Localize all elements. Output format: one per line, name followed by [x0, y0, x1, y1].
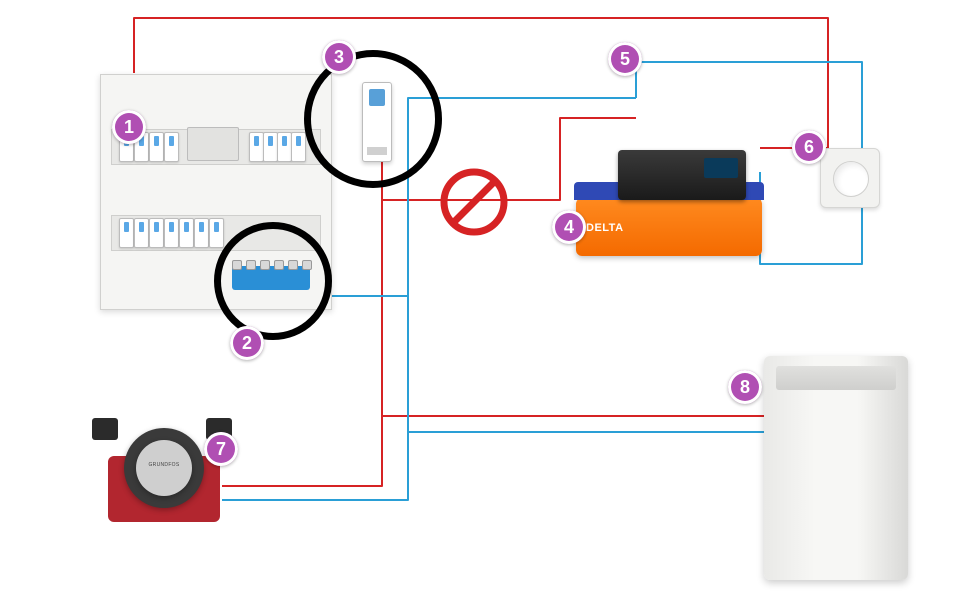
- badge-1: 1: [112, 110, 146, 144]
- neutral-busbar: [232, 266, 310, 290]
- badge-6: 6: [792, 130, 826, 164]
- battery-brand: DELTA: [586, 222, 624, 234]
- battery: DELTA: [576, 198, 762, 256]
- ups-unit: [618, 150, 746, 200]
- wall-socket: [820, 148, 880, 208]
- badge-8: 8: [728, 370, 762, 404]
- pump-face: GRUNDFOS: [136, 440, 192, 496]
- badge-7: 7: [204, 432, 238, 466]
- badge-3: 3: [322, 40, 356, 74]
- pump-flange: [92, 418, 118, 440]
- gas-boiler: [764, 356, 908, 580]
- circuit-breaker: [362, 82, 392, 162]
- pump-brand: GRUNDFOS: [136, 462, 192, 468]
- badge-2: 2: [230, 326, 264, 360]
- badge-5: 5: [608, 42, 642, 76]
- badge-4: 4: [552, 210, 586, 244]
